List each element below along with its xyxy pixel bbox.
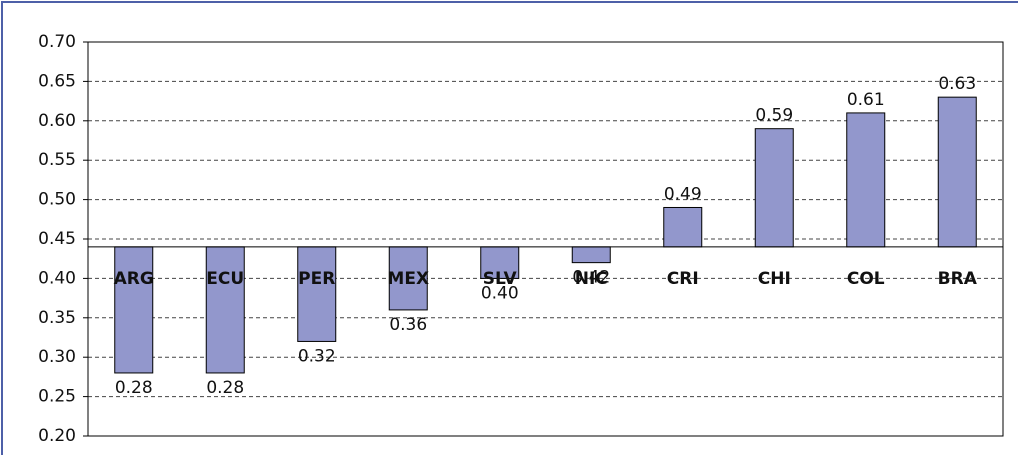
x-tick-label: PER	[298, 269, 335, 289]
x-tick-label: BRA	[938, 269, 978, 289]
bar	[754, 128, 794, 248]
value-label: 0.32	[298, 346, 336, 366]
bar	[937, 96, 977, 248]
bar	[571, 246, 611, 264]
y-tick-label: 0.55	[38, 150, 76, 170]
value-label: 0.63	[938, 74, 976, 94]
value-label: 0.40	[481, 283, 519, 303]
x-tick-label: MEX	[387, 269, 429, 289]
y-tick-label: 0.25	[38, 387, 76, 407]
x-tick-label: CRI	[667, 269, 699, 289]
bar	[846, 112, 886, 248]
y-tick-label: 0.35	[38, 308, 76, 328]
y-tick-label: 0.60	[38, 111, 76, 131]
bar	[388, 246, 428, 311]
value-label: 0.42	[572, 268, 610, 288]
bar	[297, 246, 337, 342]
y-tick-label: 0.45	[38, 229, 76, 249]
y-tick-label: 0.30	[38, 347, 76, 367]
y-tick-label: 0.70	[38, 32, 76, 52]
x-tick-label: ECU	[206, 269, 244, 289]
value-label: 0.28	[115, 378, 153, 398]
value-label: 0.59	[755, 106, 793, 126]
bar	[205, 246, 245, 374]
y-tick-label: 0.50	[38, 190, 76, 210]
value-label: 0.36	[389, 315, 427, 335]
y-tick-label: 0.65	[38, 71, 76, 91]
plot-frame	[87, 41, 1004, 437]
x-tick-label: CHI	[758, 269, 791, 289]
value-label: 0.61	[847, 90, 885, 110]
bar	[114, 246, 154, 374]
x-tick-label: COL	[847, 269, 885, 289]
value-label: 0.28	[206, 378, 244, 398]
y-tick-label: 0.20	[38, 426, 76, 446]
bar	[663, 206, 703, 248]
y-tick-label: 0.40	[38, 268, 76, 288]
value-label: 0.49	[664, 184, 702, 204]
x-tick-label: SLV	[483, 269, 518, 289]
x-tick-label: ARG	[114, 269, 154, 289]
x-tick-label: NIC	[575, 269, 608, 289]
